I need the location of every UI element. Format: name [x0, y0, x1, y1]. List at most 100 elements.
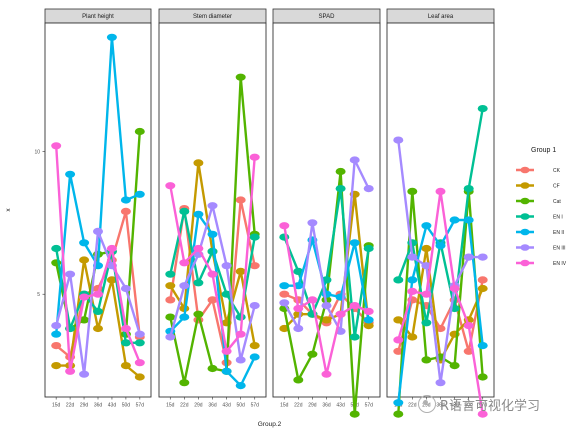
data-point	[165, 313, 176, 321]
x-tick-label: 43d	[222, 403, 231, 409]
data-point	[51, 342, 62, 350]
data-point	[435, 242, 446, 250]
data-point	[363, 244, 374, 253]
data-point	[221, 262, 232, 270]
data-point	[221, 367, 232, 375]
data-point	[93, 324, 103, 333]
data-point	[51, 244, 62, 253]
x-tick-label: 15d	[166, 403, 175, 409]
data-point	[363, 316, 374, 324]
data-point	[393, 347, 404, 355]
data-point	[279, 222, 290, 230]
legend-key-point	[520, 182, 530, 189]
data-point	[165, 270, 176, 278]
data-point	[221, 290, 232, 298]
data-point	[321, 316, 332, 324]
data-point	[363, 307, 374, 315]
x-tick-label: 43d	[108, 403, 117, 409]
x-tick-label: 36d	[436, 403, 445, 409]
data-point	[449, 216, 460, 224]
data-point	[477, 253, 488, 261]
legend-label: EN II	[553, 230, 564, 236]
data-point	[134, 359, 145, 367]
data-point	[207, 364, 218, 373]
legend-label: EN I	[553, 214, 563, 220]
data-point	[421, 244, 432, 253]
data-point	[321, 302, 332, 310]
data-point	[165, 333, 176, 341]
legend: Group 1 CK CF Cat EN I EN II EN III EN IV	[516, 147, 567, 267]
data-point	[79, 256, 90, 264]
legend-label: Cat	[553, 199, 561, 205]
data-point	[421, 319, 432, 327]
legend-key-point	[520, 197, 530, 205]
data-point	[235, 196, 246, 204]
x-tick-label: 57d	[479, 403, 488, 409]
data-point	[393, 410, 404, 418]
data-point	[249, 353, 260, 361]
data-point	[449, 284, 460, 293]
data-point	[165, 296, 176, 304]
x-tick-label: 43d	[336, 403, 345, 409]
data-point	[393, 336, 404, 344]
legend-key-point	[520, 244, 530, 251]
data-point	[477, 410, 488, 418]
watermark: R语言可视化学习	[418, 393, 568, 415]
y-tick-label: 5	[37, 292, 40, 298]
data-point	[349, 410, 360, 418]
data-point	[179, 379, 190, 387]
x-tick-label: 50d	[236, 403, 245, 409]
data-point	[293, 324, 304, 333]
x-tick-label: 57d	[365, 403, 374, 409]
x-tick-label: 50d	[464, 403, 473, 409]
data-point	[349, 156, 360, 164]
data-point	[235, 330, 246, 338]
x-tick-label: 15d	[52, 403, 61, 409]
data-point	[179, 282, 190, 290]
plot-area	[386, 22, 495, 398]
data-point	[349, 302, 360, 310]
data-point	[79, 293, 90, 301]
data-point	[421, 222, 432, 230]
data-point	[165, 282, 176, 290]
x-tick-label: 57d	[136, 403, 145, 409]
data-point	[335, 167, 346, 176]
data-point	[279, 290, 290, 298]
data-point	[249, 342, 260, 350]
data-point	[120, 362, 131, 370]
facet-title: Leaf area	[428, 14, 454, 20]
data-point	[51, 330, 62, 338]
data-point	[463, 216, 474, 224]
x-tick-label: 29d	[80, 403, 89, 409]
data-point	[421, 290, 432, 298]
data-point	[134, 339, 145, 347]
data-point	[349, 333, 360, 341]
x-tick-label: 36d	[322, 403, 331, 409]
legend-label: EN IV	[553, 261, 567, 267]
data-point	[193, 279, 204, 287]
data-point	[207, 202, 218, 210]
data-point	[207, 247, 218, 255]
data-point	[79, 370, 90, 378]
data-point	[120, 284, 131, 293]
x-tick-label: 22d	[408, 403, 417, 409]
x-tick-label: 22d	[294, 403, 303, 409]
data-point	[65, 270, 76, 278]
data-point	[221, 347, 232, 355]
data-point	[477, 284, 488, 293]
data-point	[463, 185, 474, 193]
watermark-text: R语言可视化学习	[440, 398, 541, 414]
data-point	[435, 187, 446, 195]
data-point	[407, 333, 418, 341]
data-point	[249, 302, 260, 310]
data-point	[249, 233, 260, 241]
data-point	[463, 347, 474, 355]
data-point	[293, 267, 304, 275]
x-axis-title: Group.2	[258, 421, 282, 428]
data-point	[235, 267, 246, 275]
data-point	[307, 296, 318, 304]
legend-key-point	[520, 228, 530, 236]
data-point	[179, 259, 190, 267]
